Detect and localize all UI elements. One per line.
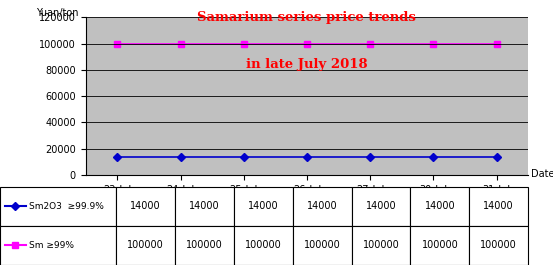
Text: 100000: 100000 [421,240,458,250]
Bar [469,187,528,226]
Bar [234,187,293,226]
Text: Samarium series price trends: Samarium series price trends [197,11,416,24]
Bar [352,187,410,226]
Bar [116,226,175,265]
Text: 100000: 100000 [186,240,223,250]
Bar [175,226,234,265]
Bar [352,226,410,265]
Text: in late July 2018: in late July 2018 [246,58,368,71]
Text: 14000: 14000 [483,201,514,211]
Bar [410,187,469,226]
Bar [0,226,116,265]
Bar [469,226,528,265]
Text: Yuan/ton: Yuan/ton [36,8,79,18]
Bar [293,187,352,226]
Bar [175,187,234,226]
Bar [293,226,352,265]
Text: 100000: 100000 [363,240,399,250]
Text: 100000: 100000 [481,240,517,250]
Text: 100000: 100000 [127,240,164,250]
Text: 14000: 14000 [307,201,337,211]
Text: 100000: 100000 [304,240,341,250]
Bar [0,187,116,226]
Text: Sm ≥99%: Sm ≥99% [29,241,74,250]
Text: 100000: 100000 [245,240,281,250]
Text: Sm2O3  ≥99.9%: Sm2O3 ≥99.9% [29,202,104,211]
Text: 14000: 14000 [366,201,397,211]
Text: Date: Date [531,169,553,179]
Text: 14000: 14000 [189,201,220,211]
Text: 14000: 14000 [131,201,161,211]
Bar [410,226,469,265]
Bar [116,187,175,226]
Text: 14000: 14000 [425,201,455,211]
Bar [234,226,293,265]
Text: 14000: 14000 [248,201,279,211]
